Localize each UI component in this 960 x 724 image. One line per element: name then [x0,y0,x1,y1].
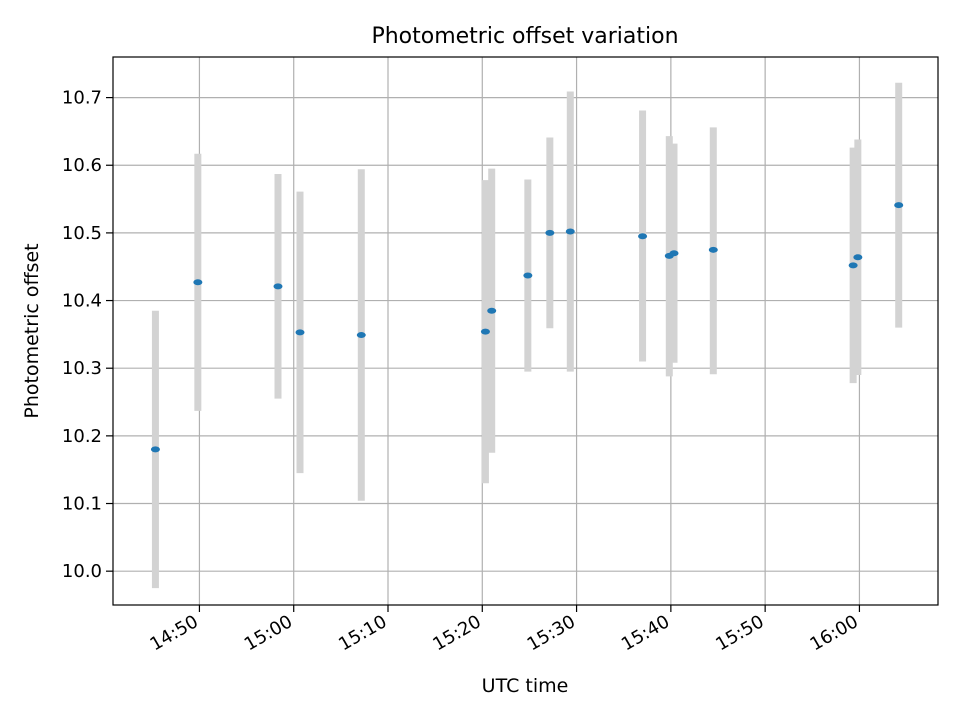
y-tick-label: 10.4 [62,291,102,312]
data-point [853,254,863,261]
y-tick-label: 10.5 [62,223,102,244]
chart-title: Photometric offset variation [371,24,678,49]
y-tick-label: 10.7 [62,88,102,109]
data-point [708,246,718,253]
y-tick-label: 10.2 [62,426,102,447]
data-point [273,283,283,290]
data-point [480,328,490,335]
y-tick-label: 10.6 [62,155,102,176]
data-point [565,228,575,235]
data-point [295,329,305,336]
data-point [669,250,679,257]
data-point [848,262,858,269]
y-axis-label: Photometric offset [21,243,43,418]
y-tick-label: 10.1 [62,494,102,515]
data-point [487,307,497,314]
data-point [638,233,648,240]
data-point [545,229,555,236]
data-point [523,272,533,279]
data-point [356,332,366,339]
data-point [193,279,203,286]
data-point [894,202,904,209]
data-point [150,446,160,453]
y-tick-label: 10.3 [62,358,102,379]
data-points [150,202,904,453]
y-tick-label: 10.0 [62,561,102,582]
x-axis-label: UTC time [482,675,569,697]
plot-frame [112,56,939,606]
